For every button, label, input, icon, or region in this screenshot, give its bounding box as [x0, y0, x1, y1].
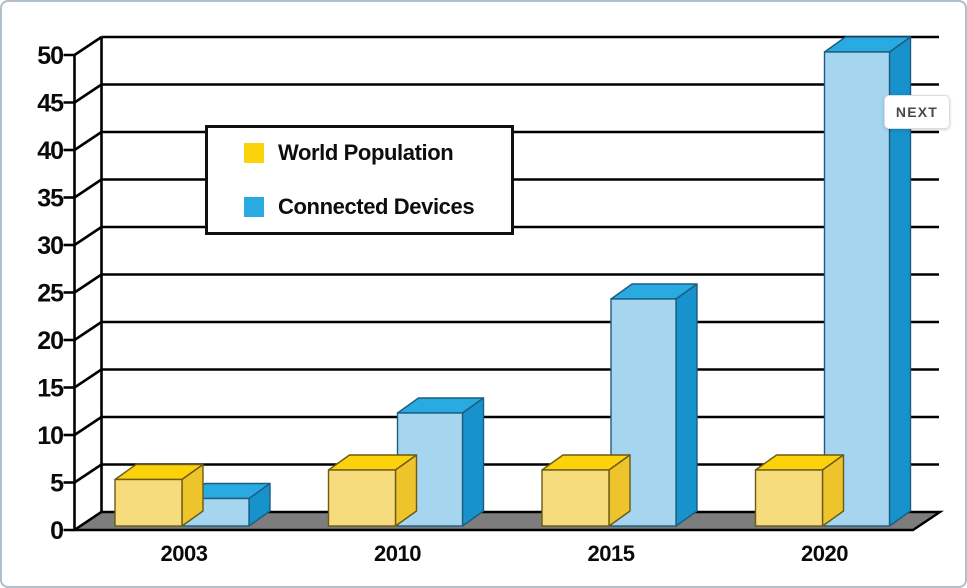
y-tick-label: 50 [37, 42, 63, 70]
x-category-label: 2010 [374, 541, 421, 566]
y-tick-label: 35 [37, 185, 64, 213]
y-tick-label: 10 [37, 422, 63, 450]
bar-world-population-2020-front-face [754, 469, 824, 527]
y-tick-label: 30 [37, 232, 63, 260]
legend-box: World Population Connected Devices [205, 125, 514, 235]
y-tick-label: 0 [50, 517, 63, 545]
y-tick-connector [73, 35, 103, 57]
y-tick-connector [73, 130, 103, 152]
bar-world-population-2010-front-face [327, 469, 397, 527]
bar-connected-devices-2015-side-face [675, 283, 698, 527]
y-tick-connector [73, 368, 103, 389]
y-tick-connector [73, 225, 103, 247]
y-tick-connector [73, 463, 103, 484]
legend-label-world-population: World Population [278, 140, 454, 165]
x-category-label: 2015 [588, 541, 635, 566]
y-tick-label: 20 [37, 327, 63, 355]
x-category-label: 2020 [801, 541, 848, 566]
y-tick-label: 45 [37, 90, 64, 118]
y-tick-connector [73, 415, 103, 437]
y-tick-label: 40 [37, 137, 63, 165]
legend-swatch-world-population [244, 143, 264, 163]
y-tick-label: 25 [37, 280, 64, 308]
chart-floor [70, 510, 944, 532]
legend-item-connected-devices: Connected Devices [244, 194, 511, 220]
y-tick-connector [73, 83, 103, 104]
y-tick-label: 15 [37, 375, 64, 403]
bar-connected-devices-2010-side-face [461, 397, 485, 527]
legend-swatch-connected-devices [244, 197, 264, 217]
x-category-label: 2003 [161, 541, 208, 566]
y-tick-connector [73, 320, 103, 342]
next-button[interactable]: NEXT [884, 95, 950, 129]
legend-label-connected-devices: Connected Devices [278, 194, 475, 219]
bar-world-population-2003-front-face [114, 478, 183, 527]
y-tick-connector [73, 178, 103, 199]
y-tick-connector [73, 273, 103, 294]
y-tick-label: 5 [50, 470, 64, 498]
bar-world-population-2015-front-face [541, 469, 610, 527]
bar-connected-devices-2020-front-face [823, 51, 891, 527]
legend-item-world-population: World Population [244, 140, 511, 166]
